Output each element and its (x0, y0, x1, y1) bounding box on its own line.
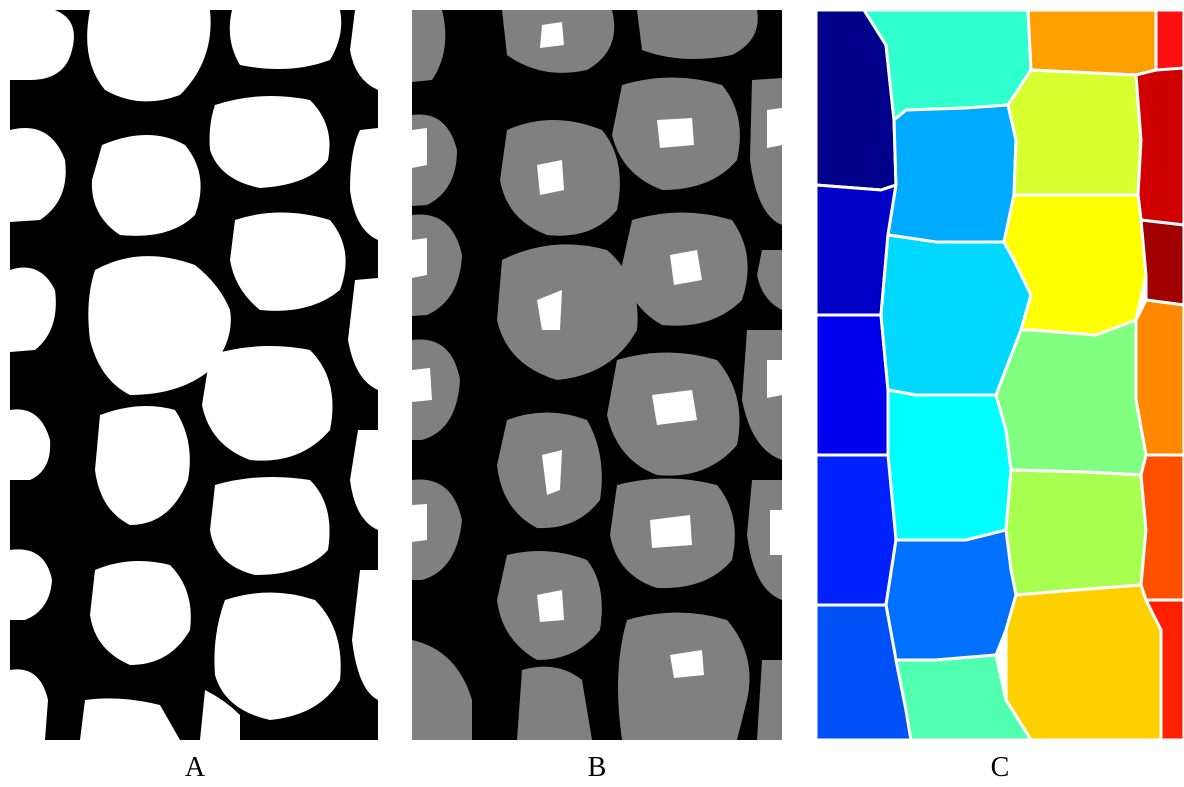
segmentation-panel (816, 10, 1184, 740)
binary-mask-image (10, 10, 378, 740)
distance-band-image (412, 10, 782, 740)
panel-label-b: B (587, 752, 607, 783)
panel-label-a: A (184, 752, 206, 783)
panel-label-c: C (990, 752, 1010, 783)
binary-mask-panel (10, 10, 378, 740)
distance-band-panel (412, 10, 782, 740)
segmentation-image (816, 10, 1184, 740)
